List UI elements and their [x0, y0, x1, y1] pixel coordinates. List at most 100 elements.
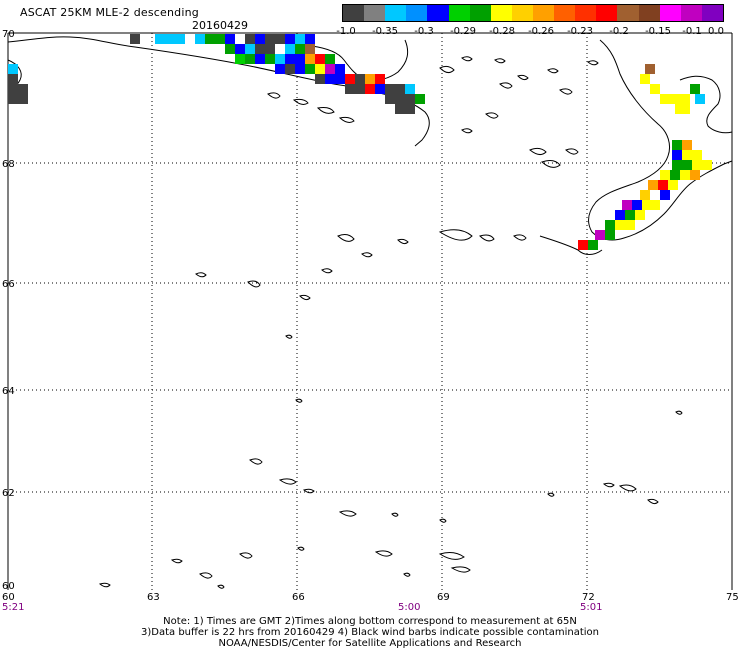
color-scale-segment [701, 5, 723, 21]
wind-cell [175, 34, 185, 44]
island [547, 492, 555, 497]
lon-label-69: 69 [437, 592, 450, 603]
wind-cell [672, 160, 682, 170]
wind-cell [615, 220, 625, 230]
wind-cell [305, 64, 315, 74]
island [321, 268, 333, 274]
color-scale-segment [343, 5, 365, 21]
wind-cell [640, 74, 650, 84]
island [587, 60, 599, 66]
island [439, 65, 455, 74]
wind-cell [265, 54, 275, 64]
lat-label-70: 70 [2, 29, 15, 40]
color-scale-label: 0.0 [708, 26, 724, 37]
map-date: 20160429 [192, 19, 248, 32]
wind-data-cells [8, 34, 712, 250]
island [479, 234, 495, 242]
coastline-east-north [679, 75, 733, 134]
lat-axis-labels: 70 68 66 64 62 60 [2, 29, 15, 592]
wind-cell [18, 84, 28, 94]
color-scale-segment [532, 5, 555, 21]
color-scale-label: -0.26 [528, 26, 554, 37]
island [529, 147, 547, 156]
color-scale-segment [469, 5, 491, 21]
coastline-east-shore [588, 39, 733, 241]
color-scale-segment [385, 5, 407, 21]
island [98, 582, 111, 588]
wind-cell [405, 94, 415, 104]
wind-cell [365, 84, 375, 94]
wind-cell [645, 64, 655, 74]
island [337, 234, 355, 242]
map-frame [7, 32, 733, 590]
island [338, 116, 355, 123]
wind-cell [415, 94, 425, 104]
island [647, 498, 659, 505]
wind-cell [385, 84, 395, 94]
wind-cell [325, 64, 335, 74]
graticule [8, 33, 732, 590]
wind-cell [255, 34, 265, 44]
color-scale-label: -0.3 [414, 26, 434, 37]
wind-cell [225, 44, 235, 54]
island [247, 280, 261, 288]
footnotes: Note: 1) Times are GMT 2)Times along bot… [0, 616, 740, 649]
island [316, 107, 335, 114]
lon-label-75: 75 [726, 592, 739, 603]
wind-cell [395, 84, 405, 94]
wind-cell [640, 190, 650, 200]
island [517, 74, 529, 81]
wind-cell [682, 150, 692, 160]
wind-cell [245, 34, 255, 44]
wind-cell [622, 200, 632, 210]
wind-cell [130, 34, 140, 44]
wind-cell [8, 74, 18, 84]
wind-cell [275, 34, 285, 44]
wind-cell [605, 230, 615, 240]
lat-label-66: 66 [2, 279, 15, 290]
island [461, 128, 473, 134]
color-scale-label: -0.1 [682, 26, 702, 37]
wind-cell [690, 170, 700, 180]
lon-label-72: 72 [582, 592, 595, 603]
wind-cell [395, 94, 405, 104]
wind-cell [265, 34, 275, 44]
wind-cell [295, 44, 305, 54]
lon-label-66: 66 [292, 592, 305, 603]
wind-cell [18, 94, 28, 104]
wind-cell [285, 44, 295, 54]
wind-cell [682, 160, 692, 170]
wind-cell [660, 190, 670, 200]
wind-cell [255, 54, 265, 64]
island [170, 558, 183, 564]
island [217, 584, 225, 589]
wind-cell [682, 140, 692, 150]
lon-label-60: 60 [2, 592, 15, 603]
island [513, 234, 527, 241]
wind-cell [335, 74, 345, 84]
wind-cell [275, 54, 285, 64]
color-scale-label: -0.28 [489, 26, 515, 37]
wind-cell [690, 84, 700, 94]
wind-cell [588, 240, 598, 250]
island [297, 546, 305, 551]
island [618, 484, 637, 492]
footnote-line-1: Note: 1) Times are GMT 2)Times along bot… [163, 616, 577, 627]
wind-cell [155, 34, 165, 44]
color-scale-segment [427, 5, 449, 21]
wind-cell [658, 180, 668, 190]
island [541, 160, 561, 168]
wind-cell [205, 34, 215, 44]
wind-cell [295, 64, 305, 74]
island [602, 482, 615, 488]
wind-cell [672, 140, 682, 150]
wind-cell [702, 160, 712, 170]
island [438, 552, 465, 560]
wind-cell [325, 54, 335, 64]
time-labels: 5:21 5:00 5:01 [2, 602, 602, 613]
island [485, 112, 499, 119]
wind-cell [595, 230, 605, 240]
wind-cell [660, 94, 670, 104]
wind-cell [295, 34, 305, 44]
island [461, 56, 473, 62]
